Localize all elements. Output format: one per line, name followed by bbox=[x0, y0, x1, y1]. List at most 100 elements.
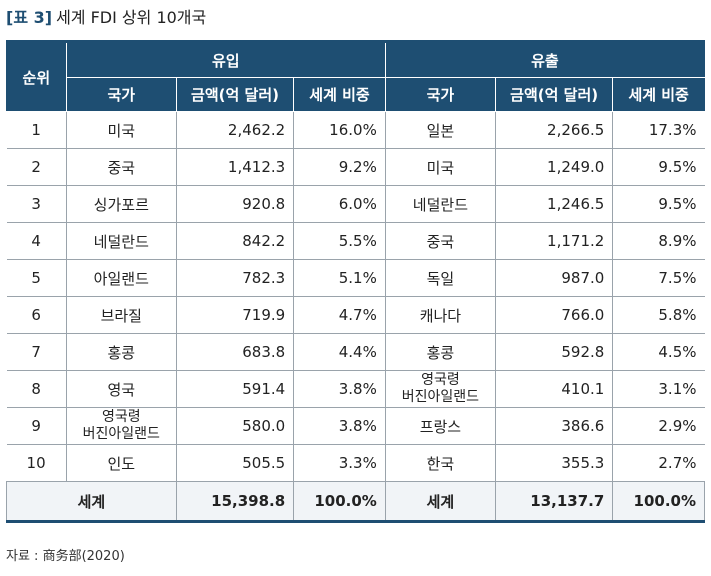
header-inflow-amount: 금액(억 달러) bbox=[175, 77, 295, 112]
outflow-country: 캐나다 bbox=[384, 296, 496, 334]
table-row: 6 브라질 719.9 4.7% 캐나다 766.0 5.8% bbox=[6, 296, 705, 334]
rank-cell: 8 bbox=[6, 370, 67, 408]
inflow-share: 4.4% bbox=[293, 333, 386, 371]
inflow-amount: 719.9 bbox=[175, 296, 295, 334]
header-outflow-country: 국가 bbox=[384, 77, 496, 112]
outflow-share: 8.9% bbox=[612, 222, 705, 260]
outflow-share: 9.5% bbox=[612, 148, 705, 186]
outflow-share: 4.5% bbox=[612, 333, 705, 371]
rank-cell: 1 bbox=[6, 111, 67, 149]
outflow-amount: 592.8 bbox=[494, 333, 614, 371]
table-row: 4 네덜란드 842.2 5.5% 중국 1,171.2 8.9% bbox=[6, 222, 705, 260]
outflow-share: 2.9% bbox=[612, 407, 705, 445]
outflow-share: 7.5% bbox=[612, 259, 705, 297]
inflow-amount: 2,462.2 bbox=[175, 111, 295, 149]
inflow-share: 16.0% bbox=[293, 111, 386, 149]
table-title: 세계 FDI 상위 10개국 bbox=[56, 8, 207, 27]
outflow-country: 홍콩 bbox=[384, 333, 496, 371]
rank-cell: 9 bbox=[6, 407, 67, 445]
rank-cell: 4 bbox=[6, 222, 67, 260]
table-body: 1 미국 2,462.2 16.0% 일본 2,266.5 17.3% 2 중국 1,412.3 9… bbox=[6, 111, 705, 482]
inflow-country: 영국령 버진아일랜드 bbox=[65, 407, 177, 445]
header-rank: 순위 bbox=[6, 41, 67, 112]
outflow-share: 2.7% bbox=[612, 444, 705, 482]
outflow-amount: 987.0 bbox=[494, 259, 614, 297]
total-inflow-share: 100.0% bbox=[293, 481, 386, 523]
rank-cell: 6 bbox=[6, 296, 67, 334]
table-row: 5 아일랜드 782.3 5.1% 독일 987.0 7.5% bbox=[6, 259, 705, 297]
source-note: 자료 : 商务部(2020) bbox=[6, 549, 125, 564]
inflow-country: 미국 bbox=[65, 111, 177, 149]
outflow-amount: 766.0 bbox=[494, 296, 614, 334]
total-outflow-share: 100.0% bbox=[612, 481, 705, 523]
outflow-amount: 1,249.0 bbox=[494, 148, 614, 186]
inflow-country: 홍콩 bbox=[65, 333, 177, 371]
table-row: 3 싱가포르 920.8 6.0% 네덜란드 1,246.5 9.5% bbox=[6, 185, 705, 223]
inflow-share: 3.8% bbox=[293, 370, 386, 408]
rank-cell: 2 bbox=[6, 148, 67, 186]
total-inflow-amount: 15,398.8 bbox=[175, 481, 295, 523]
outflow-share: 3.1% bbox=[612, 370, 705, 408]
rank-cell: 10 bbox=[6, 444, 67, 482]
inflow-share: 5.1% bbox=[293, 259, 386, 297]
inflow-amount: 782.3 bbox=[175, 259, 295, 297]
rank-cell: 7 bbox=[6, 333, 67, 371]
outflow-amount: 1,171.2 bbox=[494, 222, 614, 260]
header-outflow-amount: 금액(억 달러) bbox=[494, 77, 614, 112]
header-inflow-share: 세계 비중 bbox=[293, 77, 386, 112]
inflow-country: 브라질 bbox=[65, 296, 177, 334]
table-row: 1 미국 2,462.2 16.0% 일본 2,266.5 17.3% bbox=[6, 111, 705, 149]
inflow-share: 5.5% bbox=[293, 222, 386, 260]
table-row: 8 영국 591.4 3.8% 영국령 버진아일랜드 410.1 3.1% bbox=[6, 370, 705, 408]
inflow-country: 네덜란드 bbox=[65, 222, 177, 260]
inflow-country: 인도 bbox=[65, 444, 177, 482]
inflow-amount: 505.5 bbox=[175, 444, 295, 482]
inflow-amount: 683.8 bbox=[175, 333, 295, 371]
outflow-amount: 410.1 bbox=[494, 370, 614, 408]
inflow-share: 9.2% bbox=[293, 148, 386, 186]
header-inflow: 유입 bbox=[65, 41, 386, 78]
outflow-country: 중국 bbox=[384, 222, 496, 260]
outflow-share: 9.5% bbox=[612, 185, 705, 223]
outflow-country: 일본 bbox=[384, 111, 496, 149]
outflow-country: 영국령 버진아일랜드 bbox=[384, 370, 496, 408]
outflow-share: 5.8% bbox=[612, 296, 705, 334]
outflow-country: 네덜란드 bbox=[384, 185, 496, 223]
rank-cell: 5 bbox=[6, 259, 67, 297]
header-outflow-share: 세계 비중 bbox=[612, 77, 705, 112]
inflow-amount: 842.2 bbox=[175, 222, 295, 260]
inflow-country: 중국 bbox=[65, 148, 177, 186]
inflow-amount: 920.8 bbox=[175, 185, 295, 223]
table-caption: [표 3] 세계 FDI 상위 10개국 bbox=[6, 6, 206, 30]
inflow-share: 3.3% bbox=[293, 444, 386, 482]
inflow-country: 아일랜드 bbox=[65, 259, 177, 297]
inflow-share: 4.7% bbox=[293, 296, 386, 334]
inflow-amount: 1,412.3 bbox=[175, 148, 295, 186]
outflow-amount: 2,266.5 bbox=[494, 111, 614, 149]
outflow-country: 프랑스 bbox=[384, 407, 496, 445]
header-inflow-country: 국가 bbox=[65, 77, 177, 112]
inflow-country: 싱가포르 bbox=[65, 185, 177, 223]
fdi-top10-table: 순위 유입 유출 국가 금액(억 달러) 세계 비중 국가 금액(억 달러) 세… bbox=[6, 40, 706, 523]
outflow-amount: 1,246.5 bbox=[494, 185, 614, 223]
total-outflow-label: 세계 bbox=[384, 481, 496, 523]
header-outflow: 유출 bbox=[384, 41, 706, 78]
total-outflow-amount: 13,137.7 bbox=[494, 481, 614, 523]
table-row: 9 영국령 버진아일랜드 580.0 3.8% 프랑스 386.6 2.9% bbox=[6, 407, 705, 445]
rank-cell: 3 bbox=[6, 185, 67, 223]
outflow-country: 독일 bbox=[384, 259, 496, 297]
outflow-country: 미국 bbox=[384, 148, 496, 186]
outflow-amount: 386.6 bbox=[494, 407, 614, 445]
inflow-share: 3.8% bbox=[293, 407, 386, 445]
table-header: 순위 유입 유출 국가 금액(억 달러) 세계 비중 국가 금액(억 달러) 세… bbox=[6, 41, 706, 112]
outflow-amount: 355.3 bbox=[494, 444, 614, 482]
table-number: [표 3] bbox=[6, 8, 53, 27]
total-label: 세계 bbox=[6, 481, 177, 523]
table-row: 2 중국 1,412.3 9.2% 미국 1,249.0 9.5% bbox=[6, 148, 705, 186]
inflow-amount: 580.0 bbox=[175, 407, 295, 445]
inflow-share: 6.0% bbox=[293, 185, 386, 223]
total-row: 세계 15,398.8 100.0% 세계 13,137.7 100.0% bbox=[6, 481, 705, 523]
inflow-country: 영국 bbox=[65, 370, 177, 408]
table-row: 10 인도 505.5 3.3% 한국 355.3 2.7% bbox=[6, 444, 705, 482]
outflow-share: 17.3% bbox=[612, 111, 705, 149]
